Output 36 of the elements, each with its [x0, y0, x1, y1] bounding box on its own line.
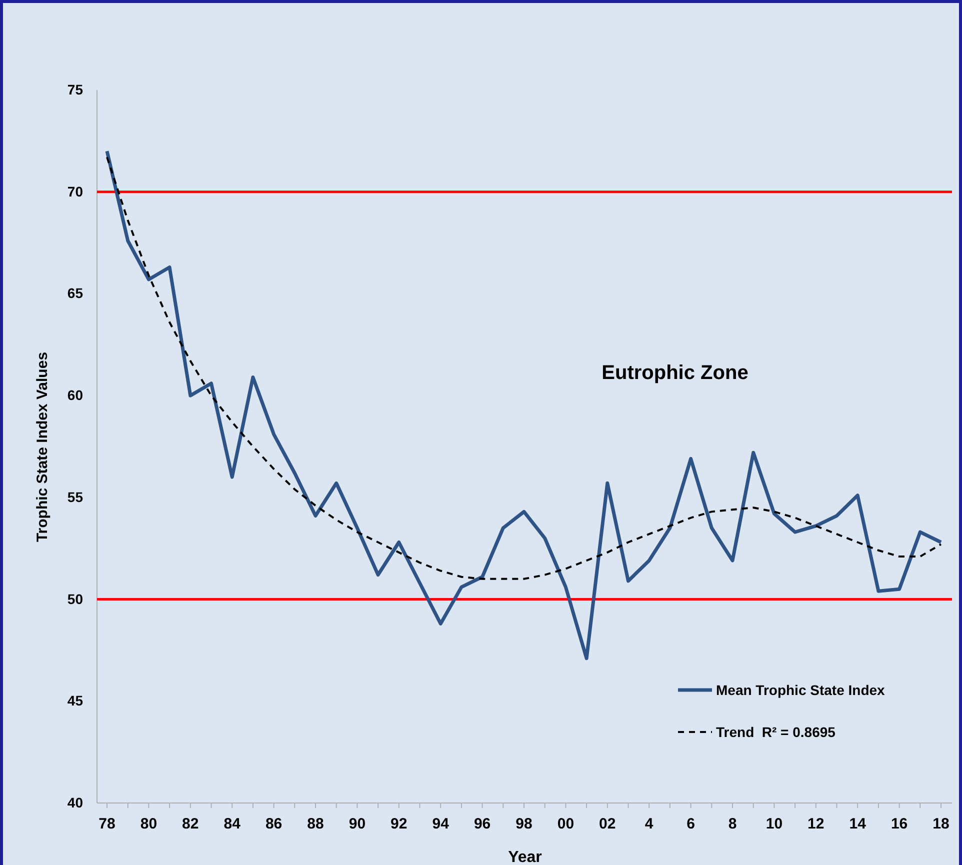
- x-tick-label: 6: [686, 816, 695, 833]
- x-tick-label: 90: [348, 816, 366, 833]
- x-axis-title: Year: [508, 849, 542, 865]
- x-tick-label: 18: [932, 816, 950, 833]
- y-axis-title: Trophic State Index Values: [34, 352, 51, 542]
- x-tick-label: 96: [474, 816, 491, 833]
- y-tick-label: 55: [67, 488, 84, 505]
- x-tick-label: 88: [307, 816, 324, 833]
- x-tick-label: 14: [849, 816, 867, 833]
- x-tick-label: 16: [890, 816, 908, 833]
- x-tick-label: 02: [599, 816, 616, 833]
- y-tick-label: 65: [67, 285, 84, 302]
- x-tick-label: 82: [182, 816, 199, 833]
- line-series: [106, 156, 942, 580]
- x-tick-label: 84: [224, 816, 242, 833]
- x-tick-label: 78: [98, 816, 116, 833]
- x-tick-label: 80: [140, 816, 158, 833]
- x-tick-label: 98: [516, 816, 532, 833]
- x-tick-label: 92: [390, 816, 408, 833]
- x-tick-label: 10: [766, 816, 783, 833]
- legend-label: Trend R² = 0.8695: [716, 724, 836, 740]
- x-tick-label: 8: [728, 816, 737, 833]
- line-series: [105, 149, 943, 660]
- legend-label: Mean Trophic State Index: [716, 682, 886, 698]
- y-tick-label: 50: [67, 590, 84, 607]
- y-tick-label: 45: [67, 692, 84, 709]
- x-tick-label: 00: [557, 816, 574, 833]
- y-tick-label: 40: [67, 794, 84, 810]
- y-tick-label: 70: [67, 183, 84, 200]
- x-tick-label: 94: [432, 816, 450, 833]
- y-tick-label: 60: [67, 387, 84, 404]
- x-tick-label: 4: [644, 816, 654, 833]
- x-tick-label: 86: [265, 816, 282, 833]
- annotation: Eutrophic Zone: [602, 362, 748, 384]
- x-tick-label: 12: [808, 816, 824, 833]
- y-tick-label: 75: [67, 81, 84, 98]
